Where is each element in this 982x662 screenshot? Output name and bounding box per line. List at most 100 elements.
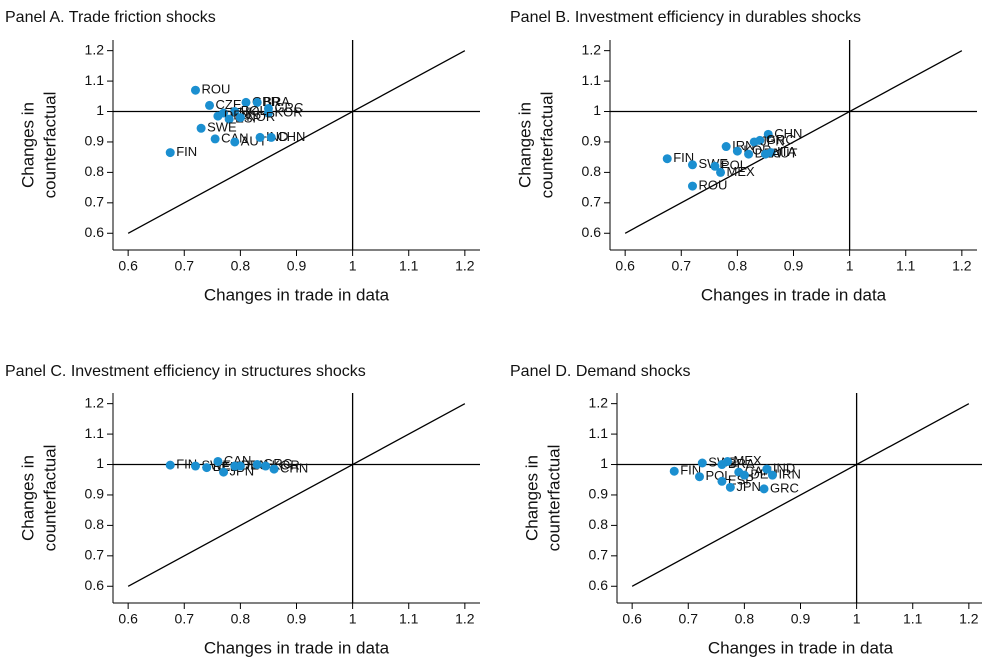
diagonal-line xyxy=(624,50,963,234)
point xyxy=(687,160,697,170)
point-label: CHN xyxy=(277,129,305,144)
point xyxy=(662,154,672,164)
panel: Panel A. Trade friction shocks 0.6 0.7 0.8 0… xyxy=(5,9,480,304)
point-label: IND xyxy=(773,461,795,476)
point xyxy=(213,111,223,121)
panel-title: Panel C. Investment efficiency in struct… xyxy=(5,363,366,380)
point xyxy=(669,466,679,476)
point-label: MEX xyxy=(734,453,763,468)
point xyxy=(687,181,697,191)
point xyxy=(732,146,742,156)
point xyxy=(266,132,276,142)
y-tick-label: 0.7 xyxy=(582,194,602,210)
x-tick-label: 1 xyxy=(349,611,357,627)
panel-title: Panel D. Demand shocks xyxy=(510,363,691,380)
x-tick-label: 1 xyxy=(853,611,861,627)
point xyxy=(694,472,704,482)
point-label: BRA xyxy=(728,456,755,471)
panel-title: Panel A. Trade friction shocks xyxy=(5,9,216,26)
point xyxy=(230,107,240,117)
y-tick-label: 1.1 xyxy=(582,72,602,88)
point xyxy=(241,97,251,107)
point-label: FIN xyxy=(176,144,197,159)
point xyxy=(767,470,777,480)
point xyxy=(165,460,175,470)
x-tick-label: 0.6 xyxy=(622,611,642,627)
x-tick-label: 1 xyxy=(349,258,357,274)
x-tick-label: 0.8 xyxy=(735,611,755,627)
y-axis-label: counterfactual xyxy=(537,92,556,199)
point xyxy=(255,132,265,142)
y-tick-label: 1.2 xyxy=(85,41,105,57)
y-axis-label: counterfactual xyxy=(40,445,59,552)
y-axis-label: Changes in xyxy=(18,455,37,541)
point xyxy=(235,461,245,471)
point xyxy=(710,161,720,171)
point-label: CHN xyxy=(280,461,308,476)
point-label: GRC xyxy=(770,480,799,495)
y-axis-label: Changes in xyxy=(18,102,37,188)
x-tick-label: 0.6 xyxy=(615,258,635,274)
point-label: SWE xyxy=(207,120,237,135)
y-axis-label: Changes in xyxy=(522,455,541,541)
y-tick-label: 0.7 xyxy=(85,547,105,563)
x-axis-label: Changes in trade in data xyxy=(204,638,390,657)
y-tick-label: 0.9 xyxy=(85,486,105,502)
y-tick-label: 1 xyxy=(96,455,104,471)
panel: Panel C. Investment efficiency in struct… xyxy=(5,363,480,657)
x-tick-label: 0.8 xyxy=(231,258,251,274)
point-label: NOR xyxy=(246,109,275,124)
point-label: GRC xyxy=(274,100,303,115)
y-tick-label: 0.8 xyxy=(589,516,609,532)
y-tick-label: 1 xyxy=(593,102,601,118)
y-axis-label: Changes in xyxy=(515,102,534,188)
point xyxy=(263,108,273,118)
point xyxy=(205,100,215,110)
y-tick-label: 0.8 xyxy=(85,163,105,179)
x-tick-label: 1 xyxy=(846,258,854,274)
point xyxy=(759,484,769,494)
x-tick-label: 0.7 xyxy=(679,611,699,627)
diagonal-line xyxy=(127,50,466,234)
panel: Panel B. Investment efficiency in durabl… xyxy=(510,9,977,304)
x-tick-label: 1.1 xyxy=(399,611,419,627)
x-tick-label: 0.9 xyxy=(287,611,307,627)
point-label: IRN xyxy=(778,467,800,482)
y-tick-label: 1 xyxy=(96,102,104,118)
diagonal-line xyxy=(127,403,466,587)
x-tick-label: 1.2 xyxy=(455,611,475,627)
y-tick-label: 0.8 xyxy=(85,516,105,532)
point xyxy=(723,456,733,466)
point xyxy=(763,129,773,139)
point xyxy=(739,470,749,480)
point-label: JPN xyxy=(736,479,761,494)
point-label: KOR xyxy=(274,104,302,119)
point xyxy=(760,149,770,159)
y-tick-label: 0.9 xyxy=(85,133,105,149)
point xyxy=(721,142,731,152)
point-label: CHN xyxy=(774,126,802,141)
point xyxy=(219,467,229,477)
point xyxy=(235,113,245,123)
point xyxy=(190,461,200,471)
point-label: POL xyxy=(721,158,747,173)
diagonal-line xyxy=(631,403,970,587)
y-tick-label: 1.1 xyxy=(85,425,105,441)
point xyxy=(697,458,707,468)
point-label: ITA xyxy=(777,144,797,159)
x-axis-label: Changes in trade in data xyxy=(204,285,390,304)
point xyxy=(165,148,175,158)
point xyxy=(210,134,220,144)
x-tick-label: 0.9 xyxy=(287,258,307,274)
point xyxy=(749,137,759,147)
x-tick-label: 1.1 xyxy=(399,258,419,274)
point xyxy=(261,461,271,471)
y-tick-label: 0.6 xyxy=(85,224,105,240)
y-tick-label: 0.6 xyxy=(582,224,602,240)
y-tick-label: 0.6 xyxy=(589,577,609,593)
point-label: GRC xyxy=(766,132,795,147)
point xyxy=(725,482,735,492)
point-label: POL xyxy=(241,103,267,118)
point xyxy=(230,137,240,147)
